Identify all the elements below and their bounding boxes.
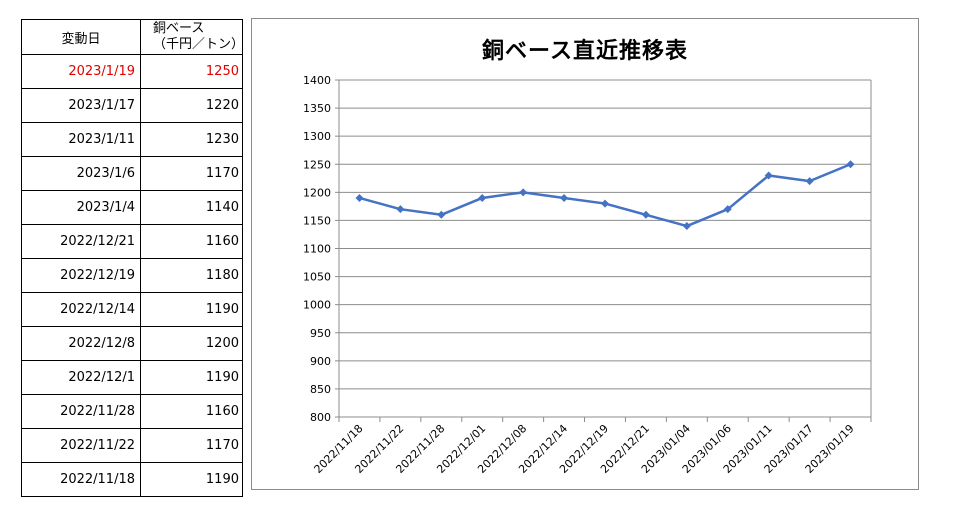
copper-price-table: 変動日 銅ベース （千円／トン） 2023/1/19 1250 2023/1/17 1… [21, 19, 245, 497]
data-point [764, 171, 773, 180]
y-tick-label: 800 [310, 411, 331, 424]
y-tick-label: 1400 [303, 74, 331, 87]
row-value: 1230 [140, 122, 243, 157]
data-point [560, 193, 569, 202]
data-point [682, 222, 691, 231]
row-date: 2023/1/6 [21, 156, 141, 191]
row-value: 1170 [140, 156, 243, 191]
row-date: 2022/12/14 [21, 292, 141, 327]
data-point [396, 205, 405, 214]
row-date: 2022/12/8 [21, 326, 141, 361]
table-row: 2023/1/11 1230 [21, 122, 243, 157]
table-row: 2023/1/4 1140 [21, 190, 243, 225]
row-value: 1180 [140, 258, 243, 293]
date-column-header: 変動日 [21, 19, 141, 55]
table-row: 2023/1/6 1170 [21, 156, 243, 191]
data-point [478, 193, 487, 202]
table-row: 2022/12/19 1180 [21, 258, 243, 293]
y-tick-label: 950 [310, 327, 331, 340]
y-tick-label: 1000 [303, 299, 331, 312]
y-tick-label: 1300 [303, 130, 331, 143]
table-row: 2022/12/21 1160 [21, 224, 243, 259]
row-date: 2022/11/18 [21, 462, 141, 497]
y-tick-label: 1250 [303, 158, 331, 171]
row-date: 2022/12/19 [21, 258, 141, 293]
row-date: 2023/1/19 [21, 54, 141, 89]
table-row: 2023/1/17 1220 [21, 88, 243, 123]
row-value: 1160 [140, 224, 243, 259]
chart-title: 銅ベース直近推移表 [482, 39, 688, 64]
data-point [723, 205, 732, 214]
row-value: 1190 [140, 462, 243, 497]
data-point [805, 177, 814, 186]
table-row: 2022/12/14 1190 [21, 292, 243, 327]
y-tick-label: 850 [310, 383, 331, 396]
y-tick-label: 1150 [303, 214, 331, 227]
data-point [641, 210, 650, 219]
row-date: 2023/1/17 [21, 88, 141, 123]
row-date: 2022/12/1 [21, 360, 141, 395]
data-point [355, 193, 364, 202]
data-point [519, 188, 528, 197]
series-line [359, 163, 852, 228]
value-column-header: 銅ベース （千円／トン） [140, 19, 245, 55]
row-value: 1250 [140, 54, 243, 89]
row-value: 1160 [140, 394, 243, 429]
value-header-line1: 銅ベース [153, 21, 205, 36]
row-value: 1170 [140, 428, 243, 463]
row-value: 1220 [140, 88, 243, 123]
y-tick-label: 1200 [303, 186, 331, 199]
y-tick-label: 1050 [303, 271, 331, 284]
row-value: 1200 [140, 326, 243, 361]
row-date: 2022/11/22 [21, 428, 141, 463]
row-value: 1190 [140, 292, 243, 327]
table-row: 2022/12/8 1200 [21, 326, 243, 361]
y-tick-label: 1100 [303, 243, 331, 256]
table-row: 2022/11/18 1190 [21, 462, 243, 497]
chart-area: 銅ベース直近推移表 800 850 900 950 1000 1050 1100 1150 12… [251, 18, 919, 490]
value-header-line2: （千円／トン） [153, 37, 245, 52]
table-row: 2022/12/1 1190 [21, 360, 243, 395]
data-point [846, 160, 855, 169]
row-value: 1190 [140, 360, 243, 395]
row-value: 1140 [140, 190, 243, 225]
table-row: 2022/11/22 1170 [21, 428, 243, 463]
row-date: 2023/1/11 [21, 122, 141, 157]
line-chart: 800 850 900 950 1000 1050 1100 1150 1200 1250 1300… [303, 74, 872, 476]
table-header-row: 変動日 銅ベース （千円／トン） [21, 19, 245, 55]
y-tick-label: 1350 [303, 102, 331, 115]
y-tick-label: 900 [310, 355, 331, 368]
row-date: 2023/1/4 [21, 190, 141, 225]
table-row: 2023/1/19 1250 [21, 54, 243, 89]
data-point [601, 199, 609, 208]
table-row: 2022/11/28 1160 [21, 394, 243, 429]
data-point [437, 210, 446, 219]
row-date: 2022/11/28 [21, 394, 141, 429]
row-date: 2022/12/21 [21, 224, 141, 259]
